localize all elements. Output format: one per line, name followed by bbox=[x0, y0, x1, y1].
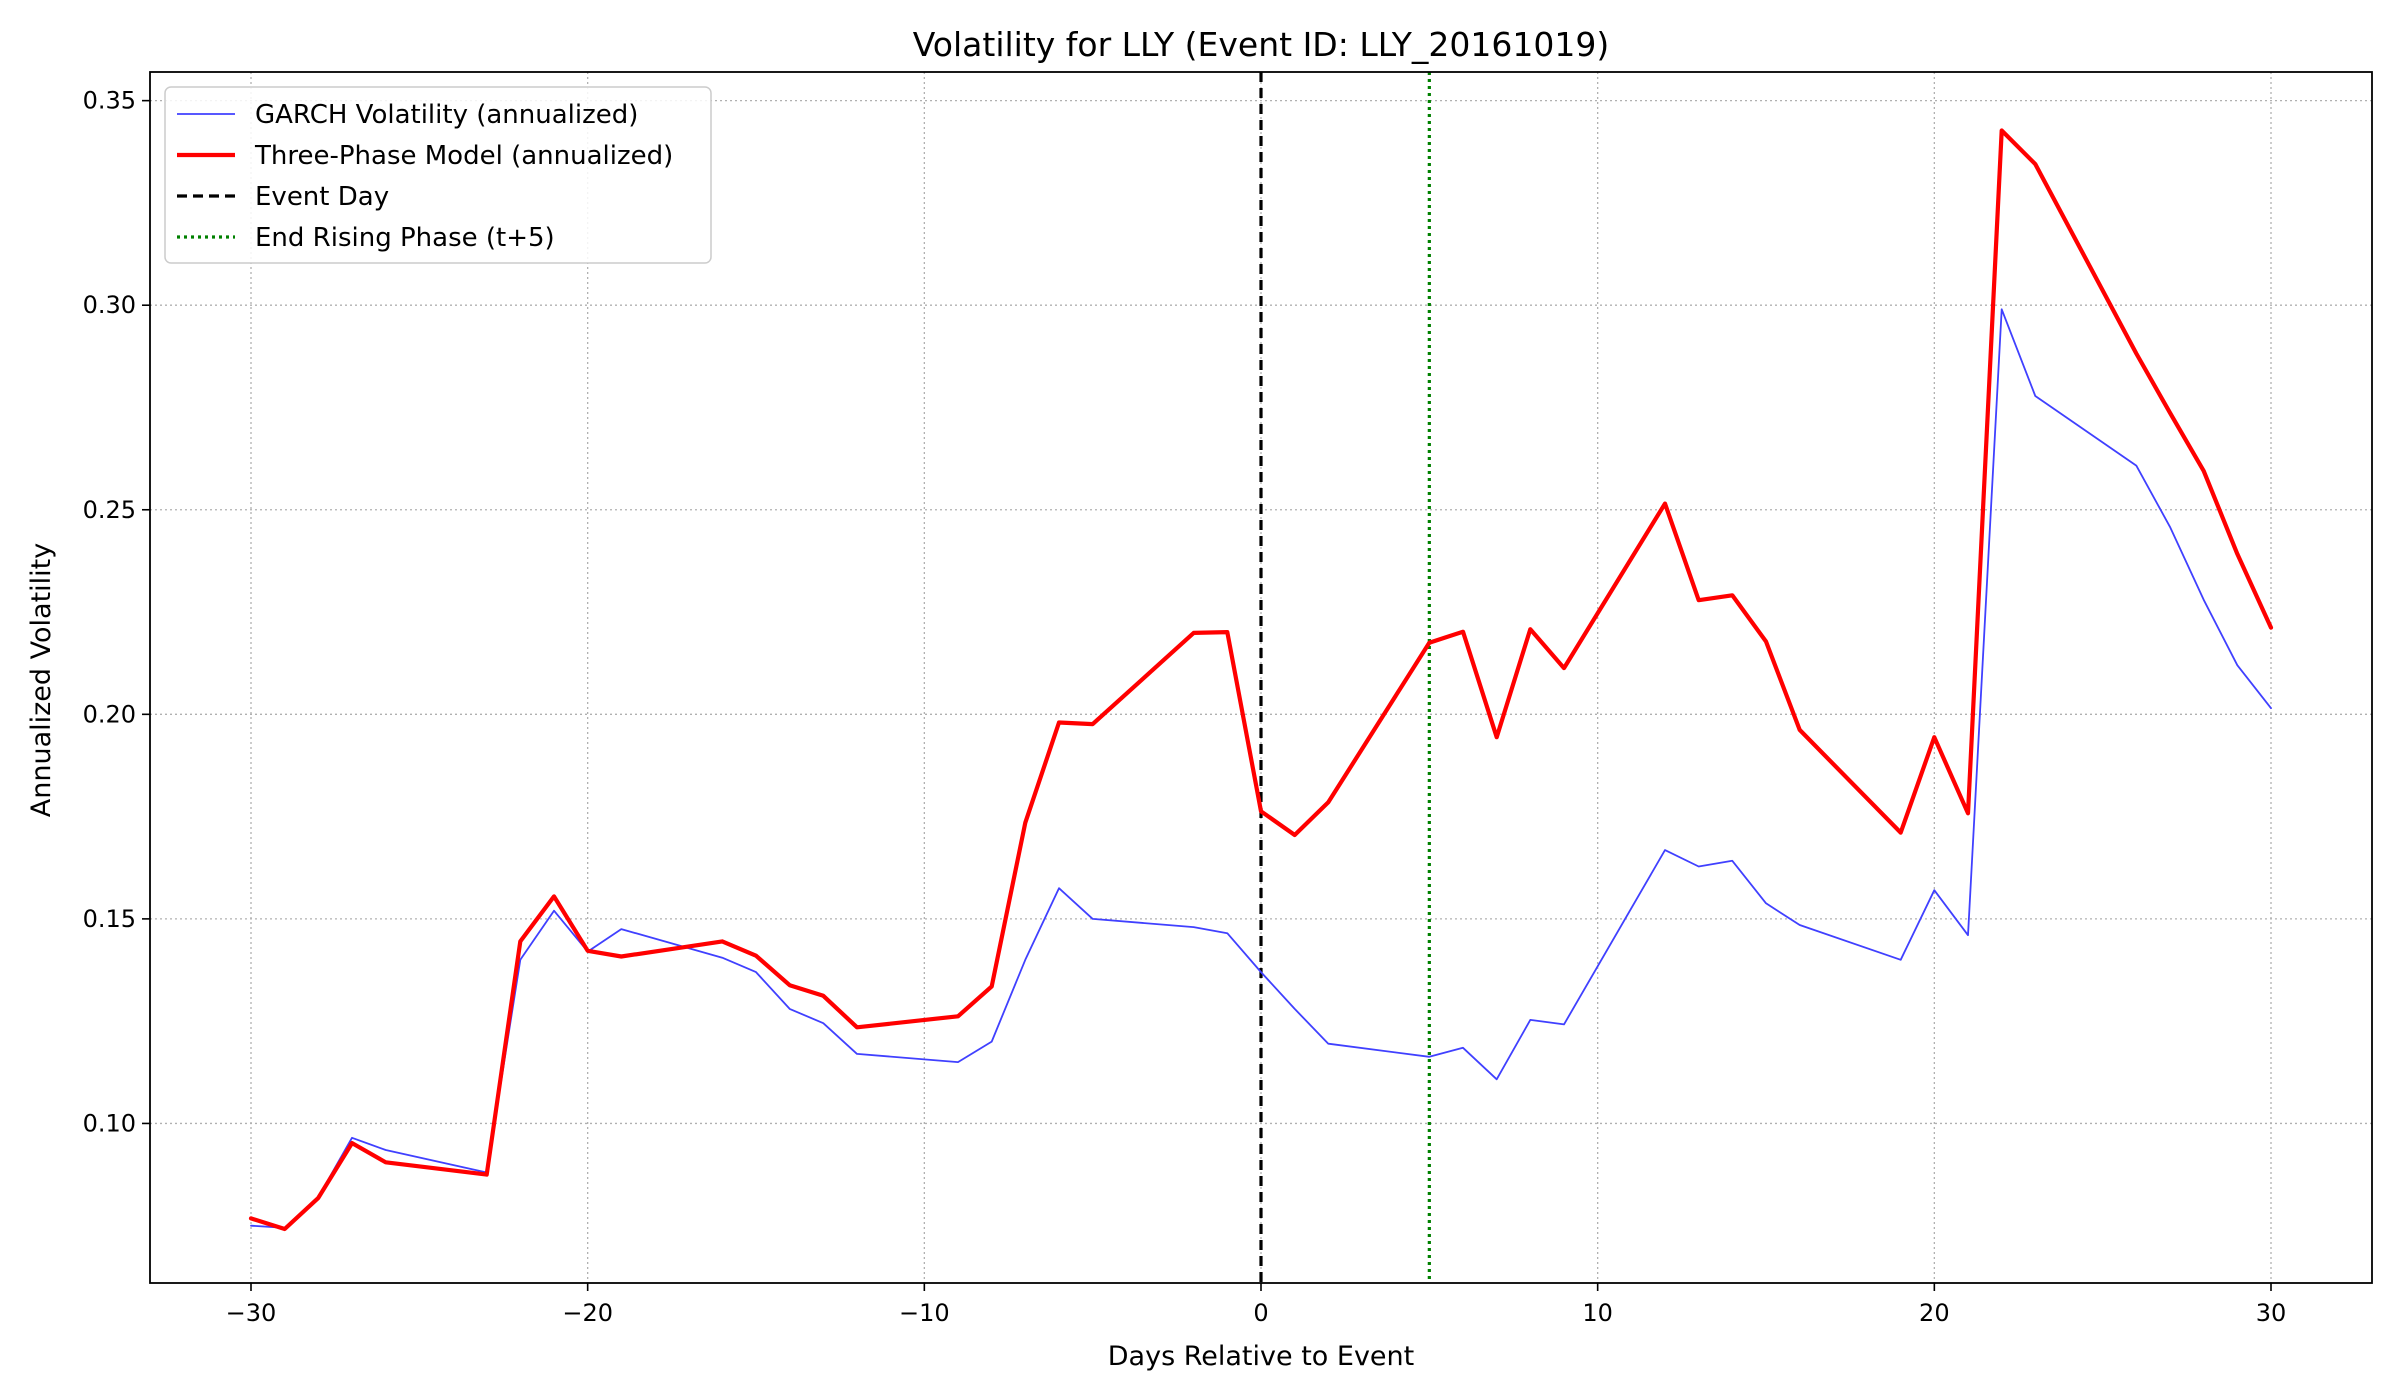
x-tick-label: −30 bbox=[226, 1299, 277, 1327]
y-tick-label: 0.20 bbox=[83, 700, 136, 728]
y-tick-label: 0.35 bbox=[83, 87, 136, 115]
legend-garch-label: GARCH Volatility (annualized) bbox=[255, 100, 638, 130]
x-tick-label: −20 bbox=[562, 1299, 613, 1327]
x-tick-label: 0 bbox=[1253, 1299, 1268, 1327]
x-tick-label: 10 bbox=[1582, 1299, 1613, 1327]
series-lines bbox=[248, 128, 2274, 1232]
x-axis-title: Days Relative to Event bbox=[1108, 1341, 1414, 1372]
legend-end-rising-phase-label: End Rising Phase (t+5) bbox=[255, 223, 555, 253]
legend-three-phase-label: Three-Phase Model (annualized) bbox=[254, 141, 673, 171]
y-axis: 0.10 0.15 0.20 0.25 0.30 0.35 bbox=[83, 87, 150, 1137]
x-tick-label: 30 bbox=[2256, 1299, 2287, 1327]
x-tick-label: 20 bbox=[1919, 1299, 1950, 1327]
garch-volatility-line bbox=[250, 308, 2272, 1229]
reference-lines bbox=[1259, 72, 1431, 1283]
y-tick-label: 0.10 bbox=[83, 1109, 136, 1137]
y-tick-label: 0.15 bbox=[83, 905, 136, 933]
y-axis-title: Annualized Volatility bbox=[26, 543, 57, 817]
x-tick-label: −10 bbox=[899, 1299, 950, 1327]
y-tick-label: 0.30 bbox=[83, 291, 136, 319]
chart-title: Volatility for LLY (Event ID: LLY_201610… bbox=[913, 25, 1609, 64]
y-tick-label: 0.25 bbox=[83, 496, 136, 524]
x-axis: −30 −20 −10 0 10 20 30 bbox=[226, 1283, 2287, 1327]
legend: GARCH Volatility (annualized) Three-Phase… bbox=[164, 86, 712, 264]
three-phase-model-line bbox=[248, 128, 2274, 1232]
legend-event-day-label: Event Day bbox=[255, 182, 389, 212]
legend-box bbox=[164, 86, 712, 264]
